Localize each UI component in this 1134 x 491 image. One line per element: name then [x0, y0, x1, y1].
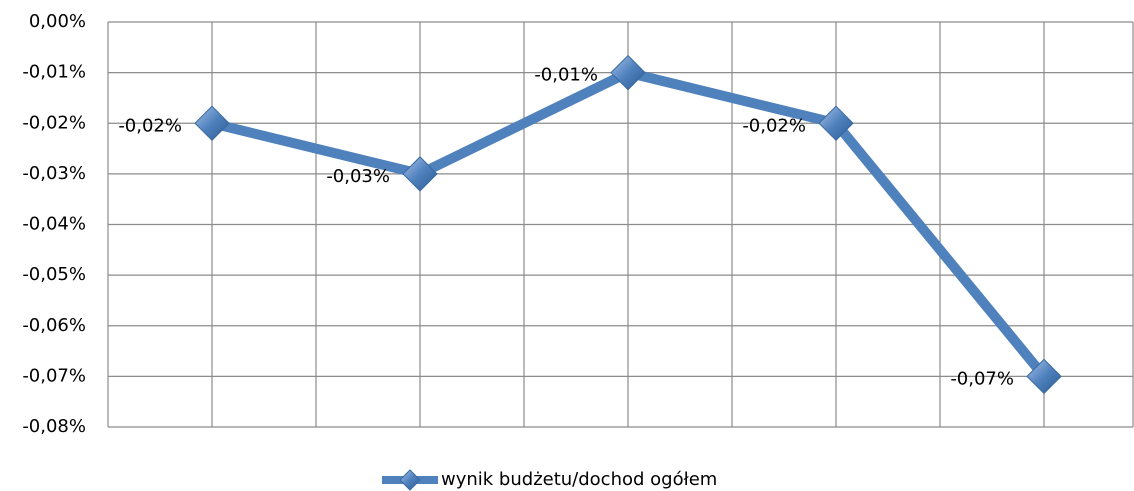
y-tick-label: -0,04%: [22, 214, 86, 235]
point-marker: [1026, 358, 1062, 395]
point-marker: [610, 54, 646, 91]
y-tick-label: -0,08%: [22, 416, 86, 437]
y-tick-label: -0,01%: [22, 62, 86, 83]
y-tick-label: -0,05%: [22, 264, 86, 285]
y-tick-label: -0,07%: [22, 365, 86, 386]
data-label: -0,07%: [950, 368, 1014, 389]
data-label: -0,01%: [534, 65, 598, 86]
point-marker: [402, 156, 438, 192]
y-tick-label: -0,03%: [22, 163, 86, 184]
data-label: -0,02%: [118, 115, 182, 136]
y-tick-label: -0,02%: [22, 112, 86, 133]
legend-label: wynik budżetu/dochod ogółem: [441, 469, 717, 490]
y-tick-label: -0,06%: [22, 315, 86, 336]
data-label: -0,02%: [742, 115, 806, 136]
point-marker: [818, 105, 854, 141]
point-marker: [194, 105, 230, 141]
y-tick-label: 0,00%: [29, 11, 86, 32]
legend-marker: [399, 469, 421, 491]
data-label: -0,03%: [326, 166, 390, 187]
